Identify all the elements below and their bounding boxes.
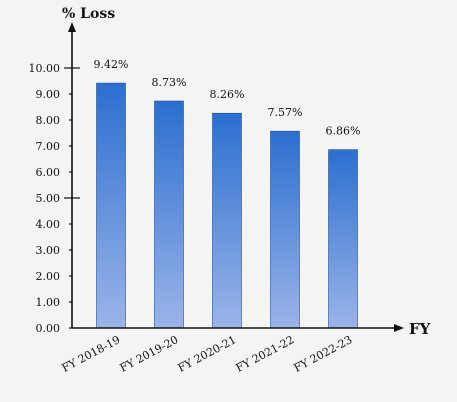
y-tick-label: 0.00 bbox=[36, 322, 61, 335]
x-tick-label: FY 2018-19 bbox=[60, 333, 123, 375]
x-tick-label: FY 2020-21 bbox=[176, 333, 239, 375]
y-tick-label: 6.00 bbox=[36, 166, 61, 179]
bars-group bbox=[96, 82, 358, 329]
x-axis-arrow bbox=[394, 324, 404, 332]
y-tick-label: 2.00 bbox=[36, 270, 61, 283]
data-label: 6.86% bbox=[326, 125, 361, 138]
y-axis-arrow bbox=[68, 22, 76, 32]
bar bbox=[212, 112, 242, 329]
y-tick-label: 1.00 bbox=[36, 296, 61, 309]
bar bbox=[96, 82, 126, 329]
bar bbox=[270, 130, 300, 329]
axes-group bbox=[64, 22, 404, 332]
data-label: 8.73% bbox=[152, 76, 187, 89]
y-tick-label: 7.00 bbox=[36, 140, 61, 153]
x-tick-label: FY 2019-20 bbox=[118, 333, 181, 375]
y-tick-label: 4.00 bbox=[36, 218, 61, 231]
y-axis-title: % Loss bbox=[62, 6, 115, 22]
y-tick-label: 9.00 bbox=[36, 88, 61, 101]
data-label: 8.26% bbox=[210, 88, 245, 101]
data-label: 9.42% bbox=[94, 58, 129, 71]
data-label: 7.57% bbox=[268, 106, 303, 119]
x-tick-label: FY 2021-22 bbox=[234, 333, 297, 375]
y-tick-label: 3.00 bbox=[36, 244, 61, 257]
y-tick-label: 8.00 bbox=[36, 114, 61, 127]
y-tick-label: 10.00 bbox=[29, 62, 61, 75]
y-tick-label: 5.00 bbox=[36, 192, 61, 205]
x-axis-title: FY bbox=[409, 320, 431, 338]
bar bbox=[154, 100, 184, 329]
x-tick-label: FY 2022-23 bbox=[292, 333, 355, 375]
bar bbox=[328, 149, 358, 329]
